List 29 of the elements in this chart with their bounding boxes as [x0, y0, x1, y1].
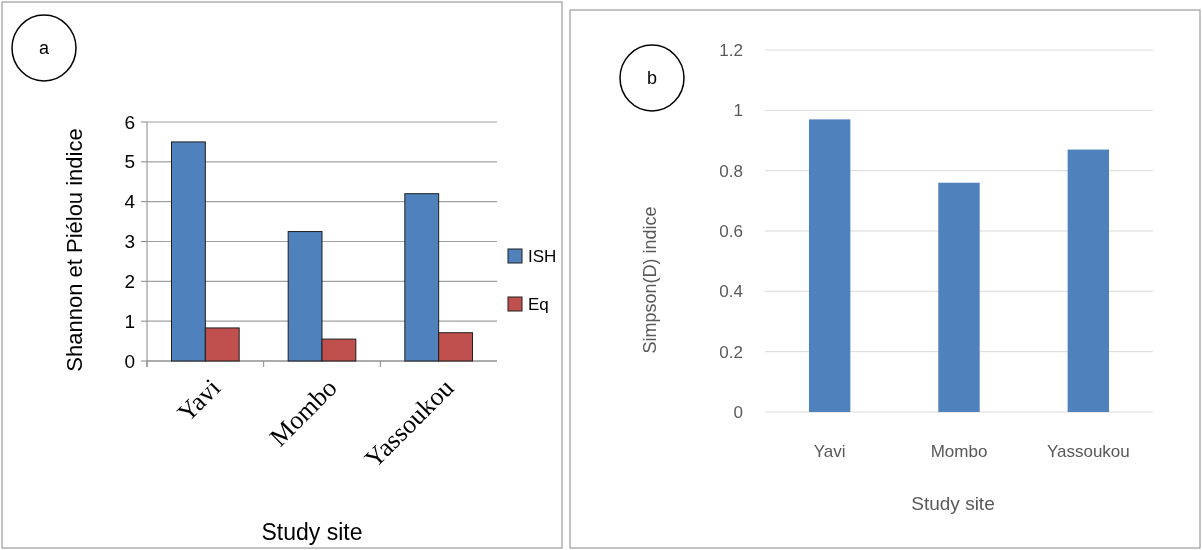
y-tick-label: 0	[124, 350, 135, 372]
bar	[1067, 149, 1110, 412]
x-tick-label: Yassoukou	[1046, 442, 1130, 461]
y-axis-title: Simpson(D) indice	[640, 206, 660, 354]
y-tick-label: 1.2	[719, 40, 743, 60]
legend-label: ISH	[528, 246, 557, 266]
y-tick-label: 6	[124, 111, 135, 133]
bar	[938, 182, 980, 412]
y-tick-label: 4	[124, 191, 136, 213]
y-tick-label: 0.4	[719, 282, 743, 302]
x-axis-title: Study site	[911, 493, 995, 514]
y-tick-label: 5	[124, 151, 135, 173]
y-tick-label: 3	[124, 231, 135, 253]
y-tick-label: 0	[733, 402, 743, 422]
x-tick-label: Mombo	[930, 442, 988, 461]
y-axis-title: Shannon et Piélou indice	[62, 128, 87, 372]
y-tick-label: 1	[733, 101, 743, 121]
x-tick-label: Yavi	[171, 373, 227, 428]
x-tick-label: Yavi	[813, 442, 846, 461]
y-tick-label: 2	[124, 270, 135, 292]
text: b	[646, 68, 658, 89]
y-tick-label: 0.8	[719, 161, 743, 181]
y-tick-label: 0.2	[719, 342, 743, 362]
legend-label: Eq	[528, 294, 549, 314]
text: a	[38, 38, 50, 59]
x-axis-title: Study site	[261, 519, 363, 545]
y-tick-label: 0.6	[719, 221, 743, 241]
y-tick-label: 1	[124, 310, 135, 332]
bar	[808, 119, 851, 412]
